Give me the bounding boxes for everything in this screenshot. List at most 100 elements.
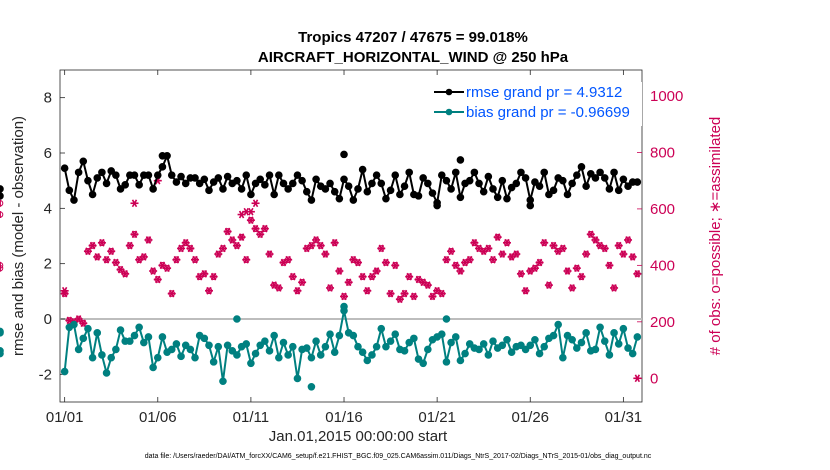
rmse-line <box>63 154 638 204</box>
rmse-point <box>135 181 143 189</box>
rmse-point <box>223 172 232 181</box>
obs-assimilated-point <box>489 255 498 264</box>
x-tick-label: 01/16 <box>325 409 363 426</box>
rmse-point <box>275 171 283 179</box>
obs-assimilated-point <box>200 269 209 278</box>
obs-assimilated-point <box>442 255 451 264</box>
obs-assimilated-point <box>246 216 255 225</box>
obs-assimilated-point <box>530 264 539 273</box>
bias-point <box>228 347 237 355</box>
legend-box <box>430 82 642 126</box>
bias-point <box>186 345 195 354</box>
rmse-point <box>321 185 330 193</box>
rmse-point <box>614 186 623 195</box>
bias-point <box>256 341 265 350</box>
obs-assimilated-point <box>321 250 330 258</box>
obs-assimilated-point <box>251 224 260 233</box>
bias-point <box>437 330 446 339</box>
rmse-point <box>540 168 549 177</box>
obs-assimilated-point <box>628 253 637 261</box>
bias-point <box>149 363 157 372</box>
y-tick-label: -2 <box>39 366 52 383</box>
rmse-point <box>382 194 390 203</box>
rmse-point <box>74 168 83 177</box>
x-tick-label: 01/31 <box>605 409 643 426</box>
obs-assimilated-point <box>251 199 260 208</box>
bias-point <box>614 340 623 348</box>
bias-point <box>591 345 600 354</box>
obs-assimilated-point <box>493 233 502 241</box>
obs-possible-point <box>0 199 4 207</box>
rmse-point <box>633 178 642 186</box>
rmse-point <box>479 187 488 196</box>
y-tick-label: 2 <box>44 256 52 273</box>
bias-point <box>475 345 483 354</box>
bias-point <box>116 326 125 334</box>
bias-point <box>74 345 83 354</box>
rmse-point <box>247 190 255 199</box>
bias-point <box>489 337 497 345</box>
x-tick-label: 01/21 <box>418 409 456 426</box>
bias-point <box>554 320 562 329</box>
rmse-point <box>335 194 344 203</box>
rmse-point <box>465 176 474 185</box>
bias-point <box>358 348 367 357</box>
obs-assimilated-point <box>93 253 102 261</box>
rmse-point <box>563 190 572 199</box>
rmse-point <box>312 175 320 184</box>
bias-point <box>517 341 525 350</box>
rmse-point <box>600 174 609 182</box>
x-tick-label: 01/26 <box>511 409 549 426</box>
obs-assimilated-point <box>633 374 642 383</box>
bias-point <box>251 349 260 358</box>
bias-point <box>479 340 488 348</box>
obs-assimilated-point <box>246 207 255 216</box>
rmse-point <box>84 176 92 185</box>
rmse-point <box>475 179 483 188</box>
rmse-point <box>386 186 395 195</box>
obs-assimilated-point <box>456 267 465 275</box>
bias-point <box>391 330 400 339</box>
bias-point <box>70 320 78 329</box>
rmse-point <box>261 181 269 189</box>
obs-assimilated-point <box>498 250 507 258</box>
bias-point <box>619 324 628 333</box>
obs-assimilated-point <box>563 267 572 275</box>
y-right-tick-label: 400 <box>650 257 675 274</box>
rmse-point <box>568 179 576 188</box>
rmse-point <box>419 174 427 182</box>
bias-point <box>368 351 376 359</box>
bias-point <box>577 338 586 347</box>
bias-point <box>410 334 418 343</box>
bias-point <box>628 349 637 358</box>
bias-point <box>307 382 316 391</box>
obs-assimilated-point <box>260 224 269 233</box>
legend-bias-label: bias grand pr = -0.96699 <box>466 104 630 121</box>
rmse-point <box>195 179 204 188</box>
rmse-point <box>158 151 167 160</box>
obs-assimilated-point <box>540 238 549 247</box>
obs-assimilated-point <box>130 230 139 239</box>
y-right-tick-label: 600 <box>650 201 675 218</box>
obs-possible-point <box>0 262 4 269</box>
obs-assimilated-point <box>358 272 367 281</box>
rmse-point <box>233 176 241 185</box>
bias-point <box>88 353 97 362</box>
obs-assimilated-point <box>363 286 372 295</box>
bias-point <box>200 334 209 343</box>
rmse-point <box>582 182 590 190</box>
rmse-point <box>293 171 302 179</box>
obs-assimilated-point <box>298 278 307 287</box>
obs-assimilated-point <box>149 267 158 275</box>
rmse-point <box>573 171 581 179</box>
rmse-point <box>205 186 213 195</box>
bias-point <box>312 337 320 345</box>
bias-point <box>386 337 395 345</box>
bias-point <box>400 347 409 355</box>
bias-point <box>363 356 372 365</box>
obs-assimilated-point <box>582 250 591 258</box>
obs-assimilated-point <box>256 230 265 239</box>
bias-point <box>582 329 590 337</box>
obs-assimilated-point <box>340 292 349 301</box>
obs-assimilated-point <box>465 255 474 264</box>
